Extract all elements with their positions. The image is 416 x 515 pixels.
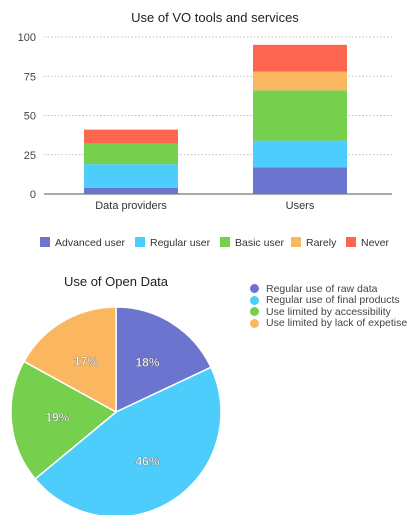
legend-item: Regular use of final products xyxy=(250,294,407,307)
y-tick-label: 50 xyxy=(24,111,36,123)
bar-segment xyxy=(253,90,347,141)
legend-label: Advanced user xyxy=(55,237,126,249)
legend-label: Regular user xyxy=(150,237,211,249)
bar-chart-y-axis: 0 25 50 75 100 xyxy=(18,32,36,201)
y-tick-label: 25 xyxy=(24,150,36,162)
y-tick-label: 75 xyxy=(24,71,36,83)
legend-swatch xyxy=(346,237,356,247)
x-tick-label: Users xyxy=(286,200,315,212)
stacked-bar-chart: Use of VO tools and services 0255075100 … xyxy=(18,10,392,249)
pie-chart: Use of Open Data 18% 46% 19% 17% xyxy=(10,274,222,515)
legend-item: Regular use of raw data xyxy=(250,283,407,295)
legend-label: Regular use of raw data xyxy=(266,282,378,295)
legend-label: Use limited by accessibility xyxy=(266,305,391,318)
bar-segment xyxy=(253,140,347,168)
pie-slice xyxy=(34,366,222,515)
pie-slice-label: 17% xyxy=(74,354,98,368)
pie-slice xyxy=(10,360,118,480)
y-tick-label: 0 xyxy=(30,189,36,201)
legend-label: Use limited by lack of expetise xyxy=(266,317,408,330)
bar-chart-legend: Advanced user Regular user Basic user Rarel… xyxy=(40,237,390,249)
pie-chart-slices xyxy=(10,306,222,515)
pie-slice-label: 46% xyxy=(135,455,159,469)
pie-chart-legend: Regular use of raw data Regular use of fi… xyxy=(250,283,407,329)
bar-chart-bars xyxy=(84,44,347,194)
pie-slice-label: 19% xyxy=(45,411,69,425)
bar-segment xyxy=(84,129,178,144)
pie-slice xyxy=(115,306,213,414)
legend-dot xyxy=(250,284,259,294)
legend-label: Never xyxy=(361,237,390,249)
legend-label: Regular use of final products xyxy=(266,294,400,307)
x-tick-label: Data providers xyxy=(95,200,167,212)
legend-label: Rarely xyxy=(306,237,337,249)
bar-chart-x-axis: Data providers Users xyxy=(95,200,315,212)
legend-dot xyxy=(250,318,259,328)
legend-item: Use limited by accessibility xyxy=(250,306,407,318)
bar-segment xyxy=(253,167,347,194)
legend-swatch xyxy=(40,237,50,247)
bar-segment xyxy=(84,164,178,188)
legend-label: Basic user xyxy=(235,237,285,249)
legend-swatch xyxy=(220,237,230,247)
bar-segment xyxy=(84,143,178,165)
legend-dot xyxy=(250,307,259,317)
y-tick-label: 100 xyxy=(18,32,36,44)
bar-chart-title: Use of VO tools and services xyxy=(131,10,299,25)
legend-swatch xyxy=(135,237,145,247)
bar-segment xyxy=(253,44,347,72)
bar-segment xyxy=(253,71,347,91)
pie-slice-label: 18% xyxy=(135,355,159,369)
pie-slice xyxy=(22,306,117,414)
pie-chart-labels: 18% 46% 19% 17% xyxy=(45,354,160,469)
legend-item: Use limited by lack of expetise xyxy=(250,317,408,330)
pie-chart-title: Use of Open Data xyxy=(64,274,169,289)
legend-dot xyxy=(250,295,259,305)
legend-swatch xyxy=(291,237,301,247)
bar-segment xyxy=(84,187,178,194)
